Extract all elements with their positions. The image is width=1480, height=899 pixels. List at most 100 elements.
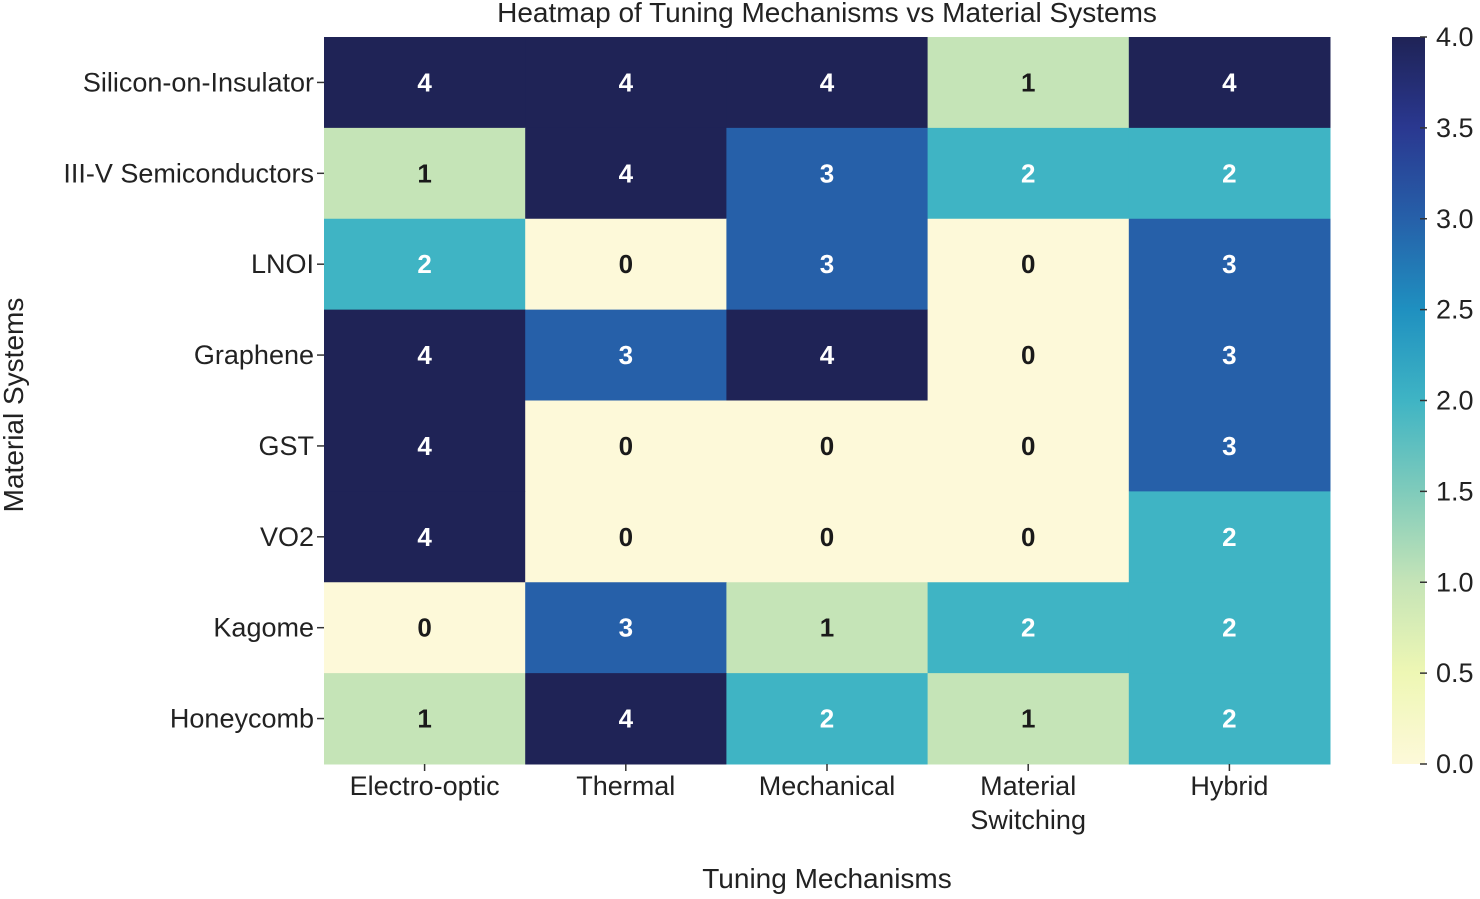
cell-value-label: 4 — [417, 431, 432, 461]
heatmap-cell — [324, 309, 526, 401]
heatmap-cell — [525, 37, 727, 129]
cell-value-label: 3 — [1222, 431, 1236, 461]
heatmap-cell — [927, 309, 1130, 401]
heatmap-cell — [324, 673, 526, 765]
colorbar-tick-label: 0.0 — [1436, 749, 1474, 779]
colorbar-tick-label: 2.0 — [1436, 386, 1474, 416]
cell-value-label: 4 — [820, 340, 835, 370]
heatmap-cell — [726, 37, 929, 129]
cell-value-label: 0 — [1021, 340, 1035, 370]
heatmap-cell — [1128, 673, 1331, 765]
y-tick-label: Kagome — [213, 613, 314, 643]
cell-value-label: 2 — [1222, 613, 1236, 643]
heatmap-cell — [324, 127, 526, 220]
colorbar-tick-label: 3.0 — [1436, 204, 1474, 234]
heatmap-cell — [1128, 37, 1331, 129]
heatmap-cell — [726, 218, 929, 311]
heatmap-cell — [927, 673, 1130, 765]
heatmap-cell — [726, 673, 929, 765]
cell-value-label: 4 — [820, 67, 835, 97]
heatmap-cell — [726, 582, 929, 674]
cell-value-label: 0 — [1021, 431, 1035, 461]
y-tick-label: III-V Semiconductors — [63, 158, 314, 188]
heatmap-cell — [324, 218, 526, 311]
y-tick-label: LNOI — [251, 249, 314, 279]
heatmap-cell — [324, 37, 526, 129]
heatmap-cell — [927, 127, 1130, 220]
cell-value-label: 4 — [417, 340, 432, 370]
x-axis-label: Tuning Mechanisms — [702, 863, 952, 894]
heatmap-cell — [525, 218, 727, 311]
cell-value-label: 0 — [619, 522, 633, 552]
cell-value-label: 3 — [1222, 249, 1236, 279]
heatmap-cell — [1128, 491, 1331, 583]
cell-value-label: 2 — [1222, 522, 1236, 552]
heatmap-cell — [927, 37, 1130, 129]
heatmap-cell — [726, 491, 929, 583]
cell-value-label: 0 — [820, 522, 834, 552]
y-tick-label: VO2 — [260, 522, 314, 552]
heatmap-cell — [1128, 218, 1331, 311]
x-tick-label: Material Switching — [970, 771, 1086, 835]
y-tick-label: Honeycomb — [170, 704, 314, 734]
heatmap-cell — [525, 673, 727, 765]
heatmap-cell — [927, 400, 1130, 492]
cell-value-label: 3 — [619, 613, 633, 643]
cell-value-label: 3 — [820, 158, 834, 188]
heatmap-cell — [927, 491, 1130, 583]
heatmap-cell — [324, 491, 526, 583]
x-tick-label: Mechanical — [759, 771, 896, 801]
cell-value-label: 3 — [1222, 340, 1236, 370]
y-tick-label: Silicon-on-Insulator — [83, 67, 314, 97]
cell-value-label: 2 — [1222, 158, 1236, 188]
colorbar-tick-label: 4.0 — [1436, 22, 1474, 52]
heatmap-cell — [1128, 309, 1331, 401]
cell-value-label: 0 — [619, 431, 633, 461]
cell-value-label: 0 — [1021, 249, 1035, 279]
heatmap-cell — [324, 400, 526, 492]
heatmap-cell — [726, 309, 929, 401]
heatmap-cell — [1128, 127, 1331, 220]
cell-value-label: 4 — [619, 704, 634, 734]
y-axis-label: Material Systems — [0, 298, 29, 513]
heatmap-cell — [726, 127, 929, 220]
cell-value-label: 4 — [417, 67, 432, 97]
colorbar — [1392, 37, 1425, 764]
cell-value-label: 4 — [619, 67, 634, 97]
x-tick-label: Electro-optic — [350, 771, 500, 801]
cell-value-label: 2 — [1021, 158, 1035, 188]
cell-value-label: 0 — [1021, 522, 1035, 552]
cell-value-label: 1 — [1021, 704, 1035, 734]
colorbar-tick-label: 2.5 — [1436, 295, 1474, 325]
colorbar-tick-label: 1.5 — [1436, 476, 1474, 506]
heatmap-cell — [525, 309, 727, 401]
cell-value-label: 3 — [619, 340, 633, 370]
cell-value-label: 0 — [619, 249, 633, 279]
x-tick-label: Thermal — [576, 771, 675, 801]
cell-value-label: 1 — [820, 613, 834, 643]
heatmap-cell — [525, 127, 727, 220]
chart-title: Heatmap of Tuning Mechanisms vs Material… — [497, 0, 1157, 28]
heatmap-cell — [927, 582, 1130, 674]
cell-value-label: 4 — [417, 522, 432, 552]
cell-value-label: 4 — [619, 158, 634, 188]
colorbar-tick-label: 1.0 — [1436, 567, 1474, 597]
heatmap-cell — [726, 400, 929, 492]
cell-value-label: 0 — [820, 431, 834, 461]
heatmap-cell — [525, 400, 727, 492]
cell-value-label: 2 — [820, 704, 834, 734]
heatmap-cell — [1128, 400, 1331, 492]
heatmap-cell — [1128, 582, 1331, 674]
cell-value-label: 1 — [417, 158, 431, 188]
x-tick-label: Hybrid — [1190, 771, 1268, 801]
cell-value-label: 2 — [1021, 613, 1035, 643]
cell-value-label: 2 — [1222, 704, 1236, 734]
cell-value-label: 0 — [417, 613, 431, 643]
y-tick-label: GST — [258, 431, 314, 461]
y-tick-label: Graphene — [194, 340, 314, 370]
heatmap-cell — [324, 582, 526, 674]
cell-value-label: 3 — [820, 249, 834, 279]
cell-value-label: 4 — [1222, 67, 1237, 97]
colorbar-tick-label: 3.5 — [1436, 113, 1474, 143]
